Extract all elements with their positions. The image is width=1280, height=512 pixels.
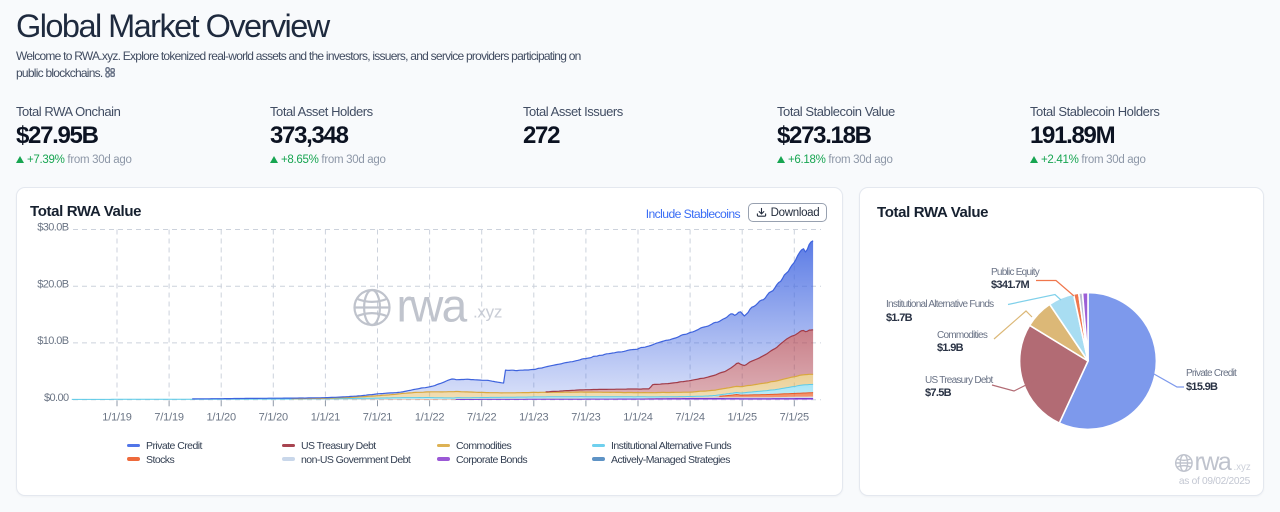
svg-text:7/1/25: 7/1/25 xyxy=(780,412,809,424)
svg-text:1/1/24: 1/1/24 xyxy=(623,412,652,424)
svg-text:$20.0B: $20.0B xyxy=(37,278,69,290)
svg-text:1/1/25: 1/1/25 xyxy=(728,412,757,424)
svg-text:$30.0B: $30.0B xyxy=(37,222,69,234)
svg-text:rwa: rwa xyxy=(1195,448,1232,476)
svg-text:7/1/24: 7/1/24 xyxy=(675,412,704,424)
svg-text:$10.0B: $10.0B xyxy=(37,335,69,347)
svg-text:1/1/20: 1/1/20 xyxy=(207,412,236,424)
svg-text:1/1/21: 1/1/21 xyxy=(311,412,340,424)
svg-text:.xyz: .xyz xyxy=(1234,462,1251,473)
svg-text:7/1/20: 7/1/20 xyxy=(259,412,288,424)
svg-text:7/1/22: 7/1/22 xyxy=(467,412,496,424)
svg-text:rwa: rwa xyxy=(397,280,468,332)
svg-text:1/1/22: 1/1/22 xyxy=(415,412,444,424)
svg-text:1/1/23: 1/1/23 xyxy=(519,412,548,424)
svg-text:$0.00: $0.00 xyxy=(44,392,69,404)
svg-text:7/1/23: 7/1/23 xyxy=(571,412,600,424)
svg-text:7/1/21: 7/1/21 xyxy=(363,412,392,424)
svg-text:.xyz: .xyz xyxy=(473,303,502,322)
svg-text:as of 09/02/2025: as of 09/02/2025 xyxy=(1179,476,1251,487)
svg-text:1/1/19: 1/1/19 xyxy=(102,412,131,424)
svg-text:7/1/19: 7/1/19 xyxy=(154,412,183,424)
